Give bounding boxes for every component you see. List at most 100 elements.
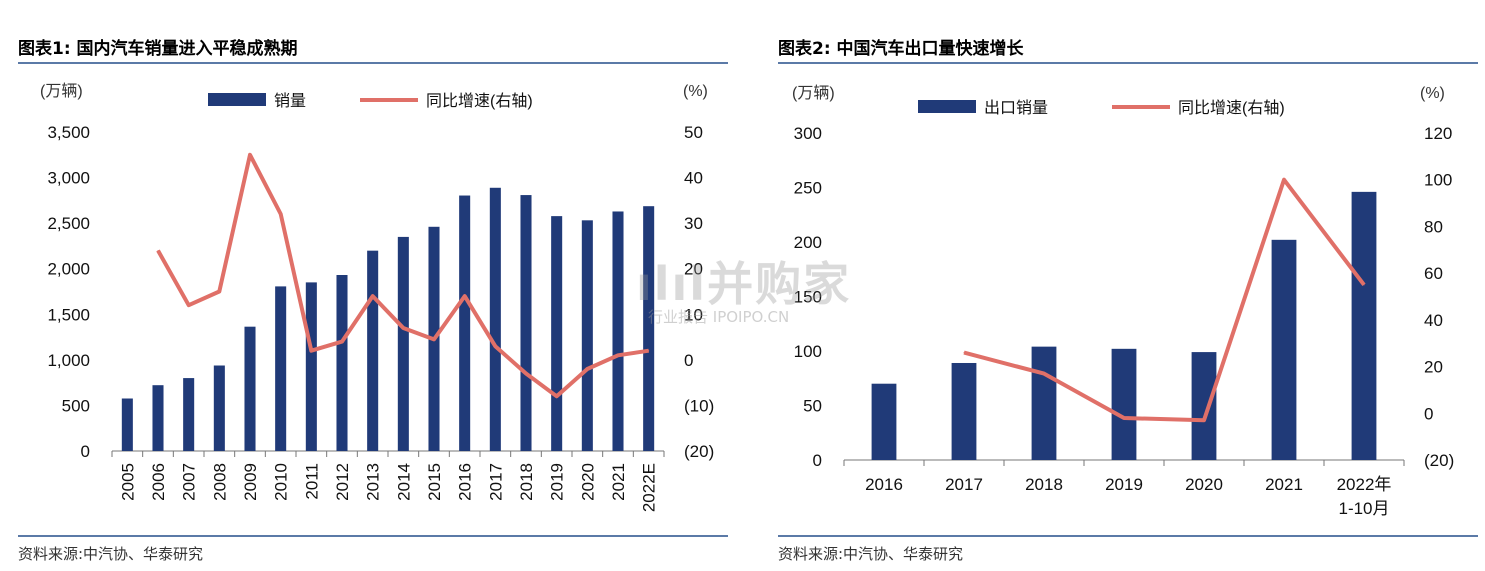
left-tick-label: 1,000	[47, 351, 90, 370]
legend-bar-swatch	[208, 93, 266, 106]
growth-rate-point-2016	[464, 295, 466, 297]
x-tick-label: 2011	[302, 463, 321, 500]
growth-rate-point-2017	[963, 352, 965, 354]
title-rule	[18, 62, 728, 64]
x-tick-label: 2008	[210, 463, 229, 501]
watermark-sub: 行业报告 IPOIPO.CN	[648, 308, 790, 326]
bar-2013	[367, 250, 379, 451]
bar-2021	[612, 211, 624, 451]
growth-rate-point-2017	[494, 345, 496, 347]
bar-2017	[951, 362, 977, 460]
right-tick-label: 60	[1424, 264, 1443, 283]
right-tick-label: 30	[684, 214, 703, 233]
title-rule	[778, 62, 1478, 64]
bar-2019	[551, 216, 563, 451]
growth-rate-point-2018	[525, 373, 527, 375]
right-tick-label: 20	[1424, 358, 1443, 377]
chart-1: (万辆) (%) 销量 同比增速(右轴) 3,500 3,000 2,500 2,000 1,5…	[40, 82, 714, 512]
bar-2014	[397, 236, 409, 451]
x-tick-label: 2018	[1025, 475, 1063, 494]
bar-2011	[305, 282, 317, 451]
bar-2020	[1191, 352, 1217, 460]
x-tick-label: 2005	[118, 463, 137, 501]
right-tick-label: 120	[1424, 124, 1452, 143]
left-tick-label: 3,500	[47, 123, 90, 142]
x-tick-label: 2016	[456, 463, 475, 501]
x-tick-label: 2021	[1265, 475, 1303, 494]
growth-rate-point-2018	[1043, 373, 1045, 375]
right-tick-label: (20)	[1424, 451, 1454, 470]
legend-bar-swatch	[918, 100, 976, 113]
left-tick-label: 0	[81, 442, 90, 461]
source-note: 资料来源:中汽协、华泰研究	[18, 545, 204, 563]
x-tick-label: 2019	[1105, 475, 1143, 494]
right-tick-label: 40	[1424, 311, 1443, 330]
x-tick-label: 2021	[609, 463, 628, 501]
bar-2005	[121, 398, 133, 451]
bar-2006	[152, 385, 164, 451]
left-tick-label: 0	[813, 451, 822, 470]
bar-2010	[275, 286, 287, 451]
bar-2012	[336, 275, 348, 451]
legend-line-label: 同比增速(右轴)	[1178, 99, 1285, 117]
left-tick-label: 300	[794, 124, 822, 143]
x-tick-label: 2019	[548, 463, 567, 501]
bar-2018	[1031, 346, 1057, 460]
growth-rate-point-2006	[157, 249, 159, 251]
x-tick-label: 2009	[241, 463, 260, 501]
growth-rate-point-2021	[1283, 179, 1285, 181]
right-tick-label: 10	[684, 305, 703, 324]
right-tick-label: (10)	[684, 396, 714, 415]
bar-2019	[1111, 348, 1137, 460]
growth-rate-point-2013	[372, 295, 374, 297]
x-tick-label: 2018	[517, 463, 536, 501]
x-tick-label: 2022E	[640, 463, 659, 512]
legend-line-label: 同比增速(右轴)	[426, 92, 533, 110]
right-tick-label: 50	[684, 123, 703, 142]
growth-rate-point-2020	[1203, 419, 1205, 421]
bar-2016	[459, 195, 471, 451]
watermark-logo: ılıl并购家	[636, 257, 852, 311]
left-tick-label: 200	[794, 233, 822, 252]
source-note: 资料来源:中汽协、华泰研究	[778, 545, 964, 563]
x-tick-label: 2014	[394, 463, 413, 501]
x-tick-label: 2017	[486, 463, 505, 501]
chart-2: (万辆) (%)出口销量 同比增速(右轴)300250200150100500120…	[792, 84, 1454, 518]
left-tick-label: 150	[794, 288, 822, 307]
x-tick-label: 2006	[149, 463, 168, 501]
bar-2008	[213, 365, 225, 451]
left-tick-label: 3,000	[47, 169, 90, 188]
growth-rate-point-2020	[586, 368, 588, 370]
right-axis-unit: (%)	[1420, 85, 1445, 102]
x-tick-label: 1-10月	[1338, 499, 1389, 518]
bar-2022E	[643, 206, 655, 451]
growth-rate-point-2019	[1123, 417, 1125, 419]
x-tick-label: 2007	[180, 463, 199, 501]
bar-2016	[871, 383, 897, 460]
bar-2009	[244, 326, 256, 451]
right-tick-label: (20)	[684, 442, 714, 461]
growth-rate-point-2021	[617, 354, 619, 356]
left-tick-label: 100	[794, 342, 822, 361]
x-tick-label: 2016	[865, 475, 903, 494]
legend-bar-label: 销量	[274, 92, 306, 110]
figure-title: 图表2: 中国汽车出口量快速增长	[778, 39, 1024, 59]
left-tick-label: 500	[62, 396, 90, 415]
right-tick-label: 0	[1424, 404, 1433, 423]
legend-bar-label: 出口销量	[984, 99, 1048, 117]
right-tick-label: 0	[684, 351, 693, 370]
growth-rate-point-2011	[310, 350, 312, 352]
bar-2021	[1271, 239, 1297, 460]
figure-title: 图表1: 国内汽车销量进入平稳成熟期	[18, 39, 298, 59]
x-tick-label: 2015	[425, 463, 444, 501]
left-tick-label: 50	[803, 397, 822, 416]
bar-2022年-1-10月	[1351, 191, 1377, 461]
bar-2020	[581, 220, 593, 451]
left-tick-label: 250	[794, 179, 822, 198]
left-tick-label: 1,500	[47, 305, 90, 324]
growth-rate-point-2022年-1-10月	[1363, 284, 1365, 286]
left-axis-unit: (万辆)	[792, 84, 835, 102]
growth-rate-line	[963, 177, 1366, 423]
growth-rate-point-2022E	[648, 350, 650, 352]
right-tick-label: 20	[684, 260, 703, 279]
